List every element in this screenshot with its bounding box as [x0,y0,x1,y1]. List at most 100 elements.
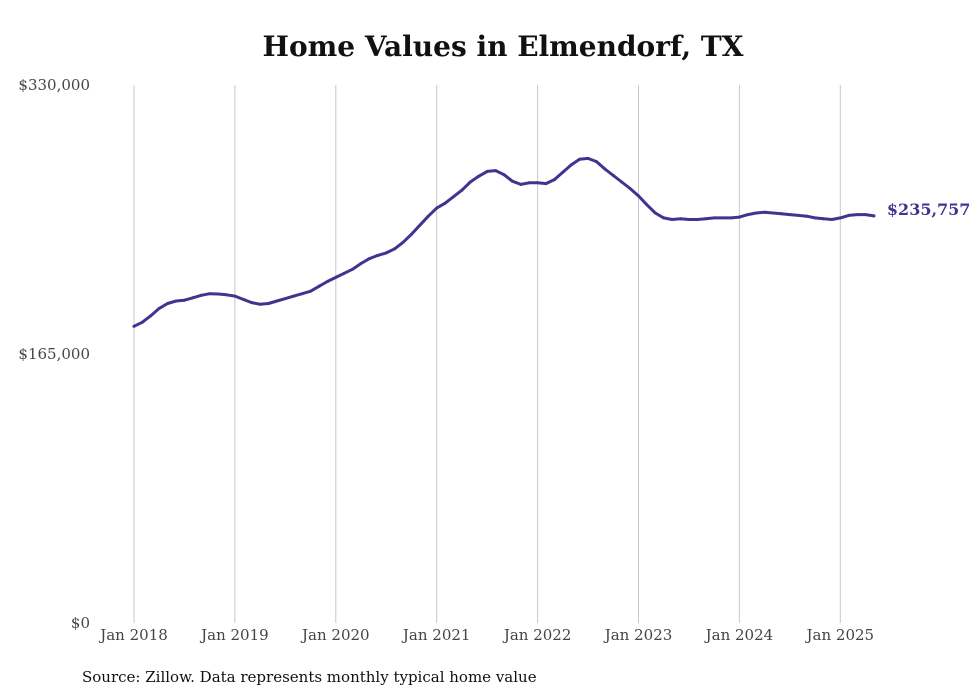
data-point [418,223,422,227]
data-point [502,173,506,177]
data-point [544,182,548,186]
data-point [687,218,691,221]
data-point [864,213,867,217]
data-point [132,324,136,328]
data-point [838,216,842,220]
data-point [317,284,321,288]
data-point [645,203,649,207]
x-tick-label: Jan 2020 [300,626,370,644]
data-point [494,169,498,173]
data-point [595,160,598,164]
data-point [653,211,657,215]
data-point [704,217,708,221]
data-point [334,275,338,279]
data-point [292,294,296,298]
x-axis-ticks: Jan 2018 Jan 2019 Jan 2020 Jan 2021 Jan 2022… [98,626,874,644]
data-point [283,297,287,301]
data-point [199,293,203,297]
data-point [712,216,716,220]
x-tick-label: Jan 2019 [199,626,269,644]
x-tick-label: Jan 2018 [98,626,168,644]
series-points [132,156,876,328]
data-point [376,253,380,257]
data-point [737,215,741,219]
data-point [519,182,523,186]
data-point [763,210,767,214]
data-point [822,217,825,221]
data-point [796,213,800,217]
data-point [485,169,489,173]
data-point [233,294,237,298]
data-point [384,251,388,255]
data-point [267,302,270,305]
data-point [208,292,212,296]
data-point [813,216,817,220]
y-axis-ticks: $0 $165,000 $330,000 [18,76,90,632]
data-point [258,302,262,306]
gridlines [133,85,841,623]
data-point [426,214,430,218]
data-point [468,180,472,184]
data-point [729,216,733,220]
data-point [779,212,783,216]
data-point [410,232,413,236]
data-point [477,174,481,178]
source-note: Source: Zillow. Data represents monthly … [82,668,537,686]
data-point [275,299,279,303]
data-point [695,218,699,221]
data-point [578,157,582,161]
data-point [670,218,674,221]
data-point [342,271,346,275]
data-point [452,195,455,199]
data-point [166,302,170,305]
data-point [552,178,556,182]
data-point [620,180,624,184]
y-tick-label: $165,000 [18,345,90,363]
x-tick-label: Jan 2024 [704,626,774,644]
data-point [300,292,304,296]
data-point [393,247,397,251]
data-point [435,206,439,210]
x-tick-label: Jan 2023 [603,626,673,644]
data-point [351,267,355,271]
data-point [241,297,245,301]
data-point [754,211,758,215]
data-point [309,289,313,293]
data-point [603,167,607,171]
data-point [182,298,186,302]
data-point [561,170,565,174]
data-point [174,299,178,303]
data-point [830,218,834,221]
end-value-label: $235,757 [887,200,971,219]
data-point [443,201,447,205]
data-point [225,293,228,297]
data-point [460,188,464,192]
data-point [788,213,792,217]
data-point [771,211,775,215]
data-point [628,187,632,190]
data-point [746,213,750,217]
data-point [359,262,363,265]
series-line [132,156,876,328]
data-point [805,214,809,218]
data-point [367,257,371,261]
data-point [527,181,531,185]
data-point [847,213,851,217]
data-point [149,314,153,318]
x-tick-label: Jan 2025 [805,626,875,644]
data-point [510,179,514,183]
data-point [536,181,540,185]
data-point [191,296,195,300]
data-point [401,240,405,244]
y-tick-label: $0 [71,614,90,632]
data-point [586,156,590,160]
data-point [721,216,725,220]
data-point [569,163,573,167]
data-point [140,320,144,324]
chart-title: Home Values in Elmendorf, TX [262,30,744,63]
data-point [250,301,254,305]
data-point [216,292,220,296]
data-point [325,280,329,283]
data-point [855,213,859,217]
